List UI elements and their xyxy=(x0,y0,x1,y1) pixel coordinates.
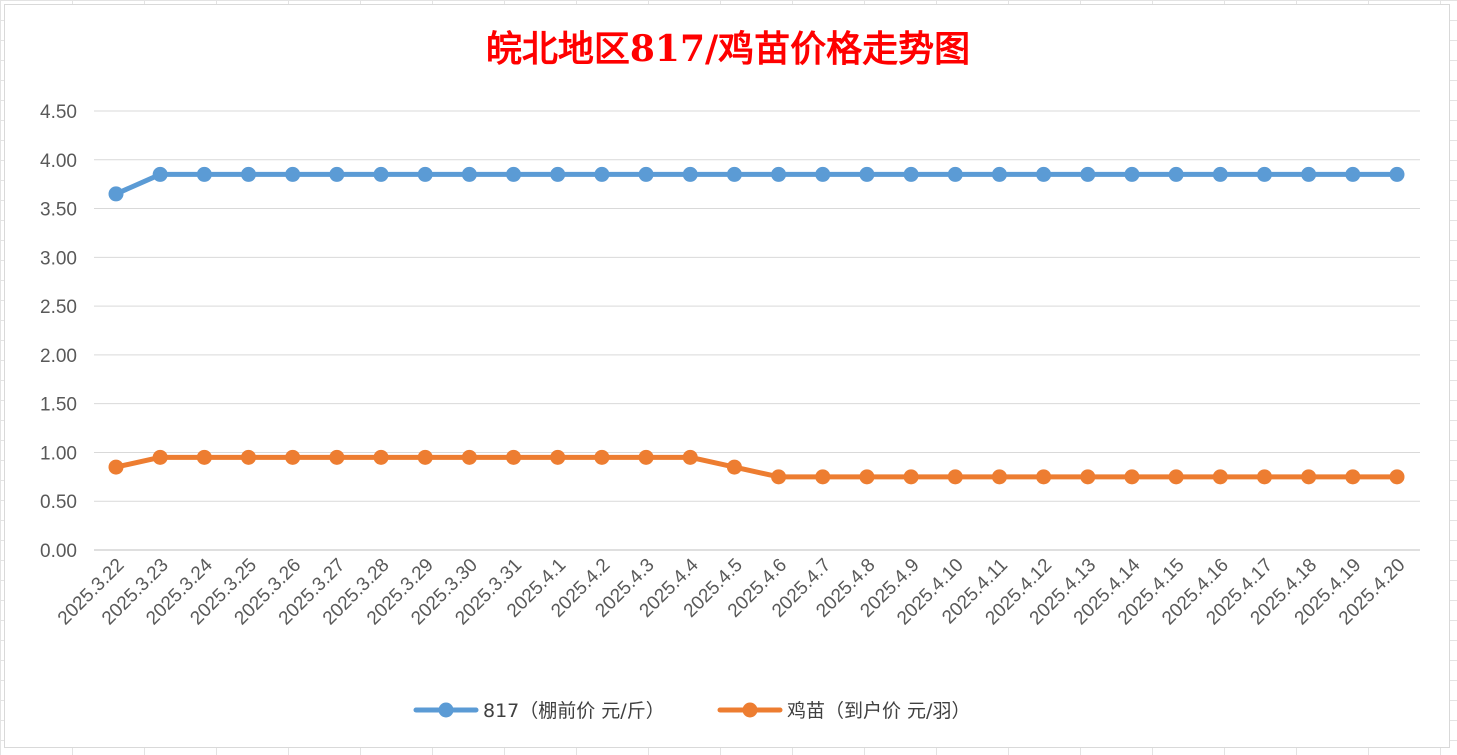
data-point xyxy=(1212,469,1228,485)
y-tick-label: 2.50 xyxy=(40,297,77,318)
data-point xyxy=(285,449,301,465)
gridlines xyxy=(94,110,1420,551)
data-point xyxy=(903,166,919,182)
data-point xyxy=(1345,166,1361,182)
data-point xyxy=(1256,166,1272,182)
data-point xyxy=(417,449,433,465)
data-point xyxy=(417,166,433,182)
data-point xyxy=(638,449,654,465)
y-tick-label: 1.50 xyxy=(40,395,77,416)
data-point xyxy=(1168,166,1184,182)
data-point xyxy=(726,459,742,475)
data-point xyxy=(152,449,168,465)
data-point xyxy=(1212,166,1228,182)
data-point xyxy=(1124,166,1140,182)
y-tick-label: 1.00 xyxy=(40,443,77,464)
legend-marker xyxy=(742,702,758,718)
y-tick-label: 4.50 xyxy=(40,102,77,123)
y-tick-label: 3.00 xyxy=(40,248,77,269)
data-point xyxy=(1256,469,1272,485)
data-point xyxy=(506,449,522,465)
data-point xyxy=(859,166,875,182)
legend-item: 鸡苗（到户价 元/羽） xyxy=(717,700,970,722)
y-axis-ticks: 0.00 0.50 1.00 1.50 2.00 2.50 3.00 3.50 4.00 4.50 xyxy=(40,102,77,562)
data-point xyxy=(991,166,1007,182)
series-line xyxy=(113,171,1400,197)
data-point xyxy=(506,166,522,182)
data-point xyxy=(196,166,212,182)
data-point xyxy=(196,449,212,465)
data-point xyxy=(771,469,787,485)
y-tick-label: 0.50 xyxy=(40,492,77,513)
data-point xyxy=(329,166,345,182)
legend-marker xyxy=(438,702,454,718)
legend-label: 817（棚前价 元/斤） xyxy=(483,700,665,722)
data-point xyxy=(373,449,389,465)
legend-label: 鸡苗（到户价 元/羽） xyxy=(787,700,970,722)
data-point xyxy=(859,469,875,485)
data-point xyxy=(903,469,919,485)
data-point xyxy=(1301,166,1317,182)
data-point xyxy=(285,166,301,182)
data-point xyxy=(1389,469,1405,485)
chart-title: 皖北地区817/鸡苗价格走势图 xyxy=(486,28,970,70)
chart-frame[interactable] xyxy=(4,4,1450,748)
y-tick-label: 0.00 xyxy=(40,541,77,562)
data-point xyxy=(1036,469,1052,485)
series-1 xyxy=(108,166,1405,202)
data-point xyxy=(241,449,257,465)
y-tick-label: 4.00 xyxy=(40,151,77,172)
series-2 xyxy=(108,449,1405,485)
data-point xyxy=(815,469,831,485)
data-point xyxy=(1036,166,1052,182)
data-point xyxy=(638,166,654,182)
series-lines xyxy=(108,166,1405,485)
data-point xyxy=(108,186,124,202)
data-point xyxy=(682,449,698,465)
data-point xyxy=(241,166,257,182)
data-point xyxy=(1301,469,1317,485)
data-point xyxy=(1389,166,1405,182)
data-point xyxy=(682,166,698,182)
legend-item: 817（棚前价 元/斤） xyxy=(413,700,665,722)
data-point xyxy=(594,449,610,465)
x-axis-ticks: 2025.3.222025.3.232025.3.242025.3.252025… xyxy=(54,554,1410,629)
data-point xyxy=(815,166,831,182)
y-tick-label: 2.00 xyxy=(40,346,77,367)
data-point xyxy=(461,449,477,465)
legend: 817（棚前价 元/斤） 鸡苗（到户价 元/羽） xyxy=(413,700,970,722)
data-point xyxy=(108,459,124,475)
data-point xyxy=(1345,469,1361,485)
data-point xyxy=(152,166,168,182)
y-tick-label: 3.50 xyxy=(40,200,77,221)
data-point xyxy=(991,469,1007,485)
data-point xyxy=(771,166,787,182)
data-point xyxy=(373,166,389,182)
data-point xyxy=(1168,469,1184,485)
data-point xyxy=(947,469,963,485)
data-point xyxy=(594,166,610,182)
data-point xyxy=(329,449,345,465)
data-point xyxy=(461,166,477,182)
data-point xyxy=(1080,469,1096,485)
data-point xyxy=(550,166,566,182)
data-point xyxy=(1124,469,1140,485)
data-point xyxy=(947,166,963,182)
series-line xyxy=(113,454,1400,480)
data-point xyxy=(550,449,566,465)
data-point xyxy=(1080,166,1096,182)
data-point xyxy=(726,166,742,182)
